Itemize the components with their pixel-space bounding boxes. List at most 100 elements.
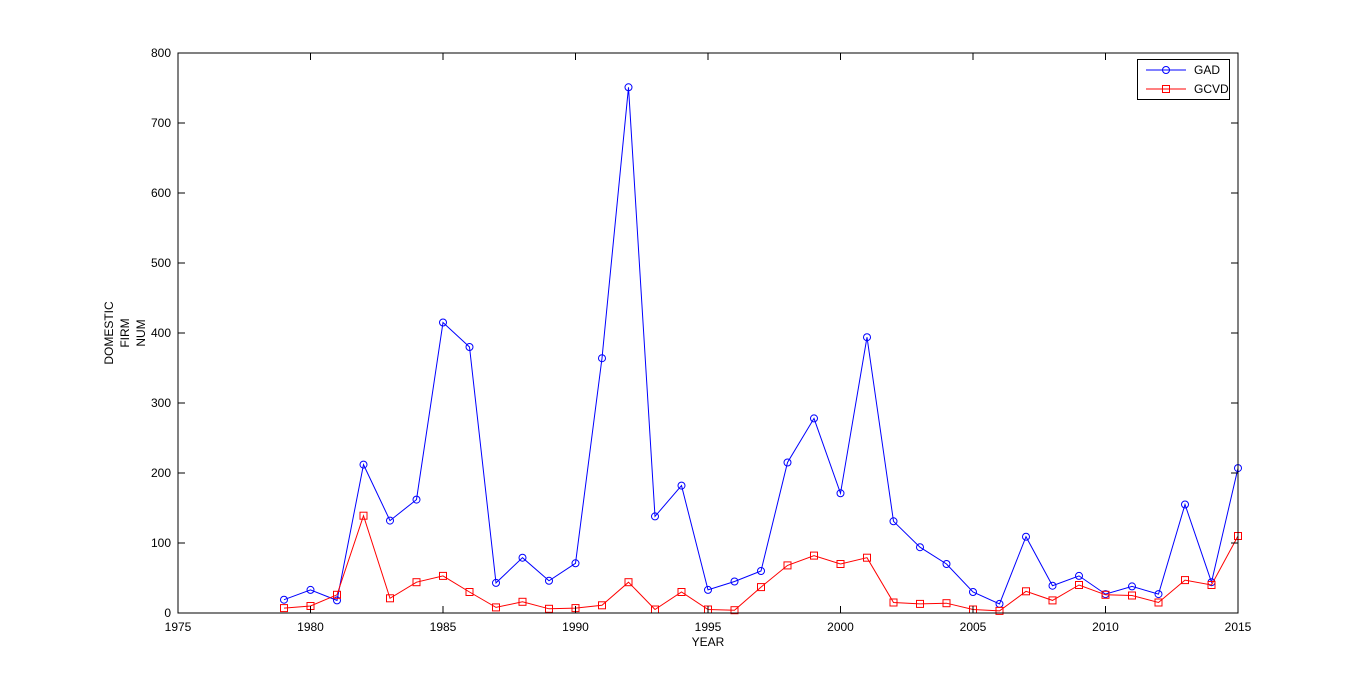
gcvd-marker [810,551,818,560]
gad-marker [704,585,712,594]
gad-line [283,87,1239,605]
gad-marker [465,343,474,351]
gcvd-marker [995,606,1004,615]
gad-legend-swatch [1146,66,1186,74]
gad-marker [916,543,924,552]
gad-marker [1154,590,1163,599]
x-tick-label: 2005 [960,620,987,634]
gcvd-marker [916,599,924,608]
gcvd-marker [730,606,739,615]
gad-marker [969,588,977,596]
gcvd-marker [1128,591,1136,600]
gad-marker [280,595,288,604]
legend-label-gcvd: GCVD [1194,82,1229,96]
x-tick-label: 1990 [562,620,589,634]
gcvd-marker [386,594,394,603]
gcvd-marker [280,604,288,613]
axes-layer [177,52,1239,614]
legend-item-gcvd: GCVD [1138,80,1229,99]
x-tick-label: 2010 [1092,620,1119,634]
gad-marker [359,460,368,469]
gcvd-marker [492,603,500,612]
gad-marker [386,516,394,525]
gcvd-marker [1048,596,1057,605]
gad-marker [624,83,633,92]
gcvd-marker [783,561,792,570]
gad-marker [757,567,765,575]
gcvd-series [280,511,1242,615]
gcvd-marker [1181,576,1189,585]
x-axis-title: YEAR [692,635,725,649]
series-layer [280,83,1242,615]
gcvd-marker [863,553,871,562]
gcvd-marker [1075,581,1083,589]
x-tick-label: 1985 [430,620,457,634]
gad-marker [1048,581,1057,590]
gad-marker [863,333,871,342]
y-tick-label: 700 [151,116,171,130]
x-tick-label: 1975 [165,620,192,634]
gad-marker [545,576,553,585]
gad-marker [783,458,792,467]
axis-labels-layer: 1975 1980 1985 1990 1995 2000 2005 2010 2015 0 100… [102,46,1252,649]
gad-marker [492,578,500,587]
gcvd-marker [942,599,951,608]
gcvd-marker [1154,598,1163,607]
legend-item-gad: GAD [1138,61,1229,80]
y-axis-title-line: DOMESTIC [102,301,116,365]
gcvd-marker [889,598,898,607]
y-axis-title-line: FIRM [118,318,132,347]
gad-marker [889,517,898,526]
legend-label-gad: GAD [1194,63,1221,77]
gad-marker [518,553,527,562]
y-tick-label: 300 [151,396,171,410]
gad-marker [1181,500,1189,509]
y-tick-label: 0 [164,606,171,620]
y-tick-label: 100 [151,536,171,550]
gcvd-marker [545,604,553,613]
gcvd-marker [598,601,606,610]
y-tick-label: 500 [151,256,171,270]
gcvd-marker [465,588,474,596]
gcvd-marker [1207,581,1216,589]
x-tick-label: 2000 [827,620,854,634]
gcvd-marker [1022,587,1030,596]
y-axis-title-line: NUM [134,319,148,346]
gcvd-marker [624,578,633,587]
circle-marker-icon [1162,66,1170,74]
x-tick-label: 1995 [695,620,722,634]
gad-marker [598,354,606,363]
gad-marker [333,596,341,605]
gad-marker [306,585,315,594]
y-tick-label: 200 [151,466,171,480]
gad-marker [836,489,845,498]
gad-marker [571,559,580,568]
legend: GAD GCVD [1137,59,1230,100]
gcvd-marker [1101,590,1110,599]
gad-marker [651,512,659,521]
axis-box [177,52,1239,614]
gad-marker [810,414,818,423]
gad-marker [439,318,447,327]
y-tick-label: 400 [151,326,171,340]
gad-series [280,83,1242,608]
x-tick-label: 2015 [1225,620,1252,634]
gcvd-marker [518,597,527,606]
gad-marker [1075,571,1083,580]
x-tick-label: 1980 [297,620,324,634]
gad-marker [730,577,739,586]
gcvd-marker [333,590,341,599]
gcvd-line [283,514,1239,612]
gcvd-marker [677,588,686,596]
gcvd-marker [757,583,765,592]
gcvd-marker [359,511,368,520]
y-tick-label: 800 [151,46,171,60]
gcvd-legend-swatch [1146,85,1186,93]
gad-marker [677,481,686,490]
gad-marker [412,495,421,504]
gad-marker [942,560,951,568]
square-marker-icon [1162,85,1170,93]
y-tick-label: 600 [151,186,171,200]
